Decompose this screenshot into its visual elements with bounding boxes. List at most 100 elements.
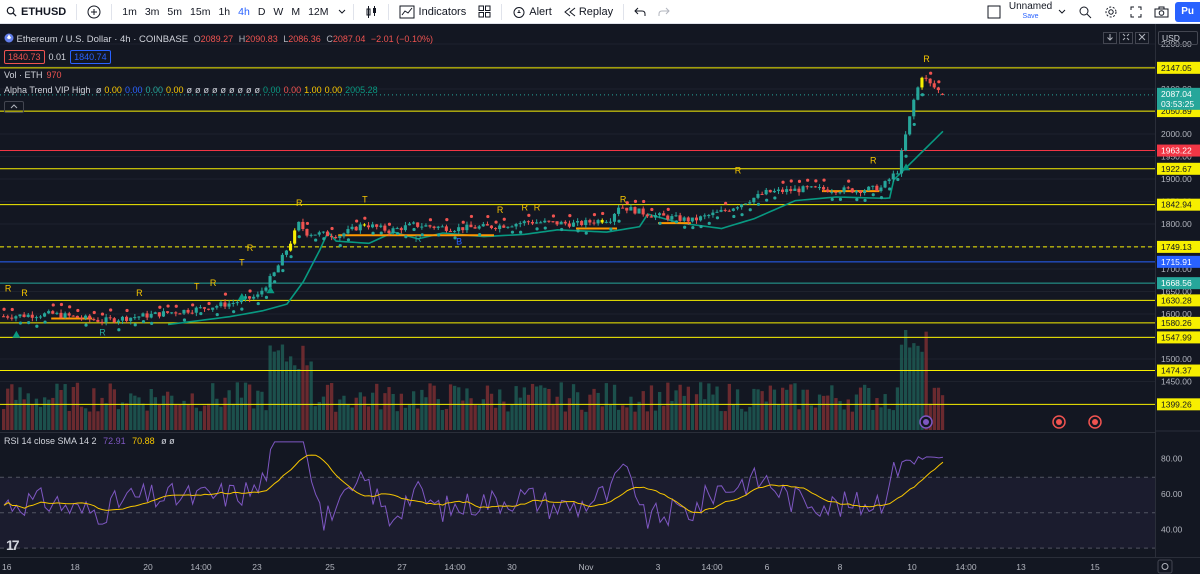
candle-body — [518, 223, 522, 225]
timeframe-list: 1m 3m 5m 15m 1h 4h D W M 12M — [116, 0, 334, 24]
volume-bar — [317, 402, 321, 430]
volume-bar — [489, 393, 494, 430]
volume-bar — [88, 411, 92, 430]
snapshot-button[interactable] — [1148, 0, 1175, 24]
volume-bar — [235, 382, 239, 430]
time-scale[interactable]: 16 18 20 14:00 23 25 27 14:00 30 Nov 3 14:00 6 8 10 14:… — [0, 557, 1200, 574]
collapse-legend-button[interactable] — [4, 101, 24, 113]
candle-body — [321, 231, 325, 233]
candle-body — [871, 185, 875, 187]
candle-body — [891, 173, 895, 180]
price-tick: 1600.00 — [1161, 309, 1192, 319]
volume-bar — [715, 386, 719, 430]
volume-bar — [772, 389, 777, 430]
timeframe-5m[interactable]: 5m — [167, 5, 183, 18]
currency-select[interactable]: USD — [1158, 31, 1198, 45]
volume-bar — [256, 390, 260, 430]
price-scale[interactable]: 2200.002150.002100.002050.002000.001950.… — [1155, 24, 1200, 557]
rsi-pane[interactable] — [0, 432, 1155, 557]
settings-button[interactable] — [1098, 0, 1124, 24]
event-marker-icon — [923, 419, 929, 425]
candle-body — [280, 254, 284, 266]
alpha-trend-value: ø — [203, 85, 210, 95]
candle-body — [371, 224, 375, 228]
alpha-trend-legend[interactable]: Alpha Trend VIP High ø 0.00 0.00 0.00 0.00 ø ø… — [4, 85, 378, 95]
signal-dot — [428, 218, 433, 222]
alpha-trend-values: ø 0.00 0.00 0.00 0.00 ø ø ø ø ø ø ø ø ø 0.00 0.00 1.00 0.… — [93, 85, 378, 95]
undo-button[interactable] — [628, 0, 652, 24]
candle-body — [596, 220, 600, 224]
volume-bar — [280, 344, 285, 430]
candle-body — [342, 233, 346, 237]
publish-button[interactable]: Pu — [1175, 1, 1200, 22]
redo-button[interactable] — [652, 0, 676, 24]
tradingview-logo[interactable]: 17 — [6, 537, 20, 553]
signal-dot — [847, 179, 851, 183]
move-pane-down-button[interactable] — [1103, 32, 1117, 44]
signal-dot — [240, 307, 244, 311]
candle-body — [649, 216, 653, 218]
timeframe-M[interactable]: M — [291, 5, 301, 18]
compare-button[interactable] — [81, 0, 107, 24]
candle-body — [436, 226, 440, 228]
chart-type-button[interactable] — [358, 0, 384, 24]
rsi-chart[interactable] — [0, 433, 1155, 558]
indicators-button[interactable]: Indicators — [393, 0, 473, 24]
rsi-legend[interactable]: RSI 14 close SMA 14 2 72.91 70.88 ø ø — [4, 436, 175, 446]
candle-body — [670, 216, 674, 220]
candle-body — [149, 313, 153, 318]
candle-body — [711, 212, 715, 216]
candle-body — [358, 224, 362, 231]
timeframe-3m[interactable]: 3m — [144, 5, 160, 18]
symbol-search-button[interactable]: ETHUSD — [0, 0, 72, 24]
volume-bar — [904, 330, 908, 430]
volume-bar — [161, 395, 166, 430]
signal-label: R — [136, 288, 143, 298]
candle-body — [526, 221, 530, 223]
volume-bar — [699, 382, 703, 430]
candle-body — [699, 216, 703, 221]
candle-body — [170, 312, 174, 314]
sell-button[interactable]: 1840.73 — [4, 50, 45, 64]
volume-bar — [608, 404, 613, 430]
candle-body — [858, 190, 862, 194]
fullscreen-button[interactable] — [1124, 0, 1148, 24]
volume-bar — [498, 389, 502, 430]
candle-body — [276, 265, 280, 273]
series-title[interactable]: Ethereum / U.S. Dollar · 4h · COINBASE — [16, 34, 189, 45]
replay-button[interactable]: Replay — [558, 0, 619, 24]
price-tick: 2000.00 — [1161, 129, 1192, 139]
volume-bar — [842, 409, 846, 430]
templates-button[interactable] — [472, 0, 497, 24]
layout-select-button[interactable]: Unnamed Save — [981, 0, 1072, 24]
timeframe-D[interactable]: D — [257, 5, 266, 18]
timeframe-12M[interactable]: 12M — [308, 5, 329, 18]
alpha-trend-value: ø — [220, 85, 227, 95]
alpha-trend-line — [167, 130, 944, 326]
timeframe-W[interactable]: W — [273, 5, 284, 18]
time-tick: 23 — [252, 562, 262, 572]
candle-body — [407, 223, 411, 226]
volume-bar — [350, 407, 354, 430]
volume-bar — [157, 404, 162, 430]
signal-dot — [305, 221, 310, 226]
volume-bar — [14, 399, 18, 430]
volume-bar — [510, 404, 514, 430]
timeframe-1m[interactable]: 1m — [122, 5, 137, 18]
timeframe-15m[interactable]: 15m — [190, 5, 211, 18]
volume-legend[interactable]: Vol · ETH 970 — [4, 70, 62, 80]
alert-button[interactable]: Alert — [506, 0, 558, 24]
currency-label: USD — [1162, 33, 1180, 43]
signal-dot — [601, 211, 605, 216]
buy-button[interactable]: 1840.74 — [70, 50, 111, 64]
quick-search-button[interactable] — [1072, 0, 1098, 24]
signal-dot — [912, 122, 916, 127]
timeframe-1h[interactable]: 1h — [218, 5, 231, 18]
close-pane-button[interactable] — [1135, 32, 1149, 44]
maximize-pane-button[interactable] — [1119, 32, 1133, 44]
timeframe-4h[interactable]: 4h — [238, 5, 250, 18]
price-level-badge — [1157, 277, 1200, 290]
timeframe-dropdown-button[interactable] — [335, 0, 349, 24]
